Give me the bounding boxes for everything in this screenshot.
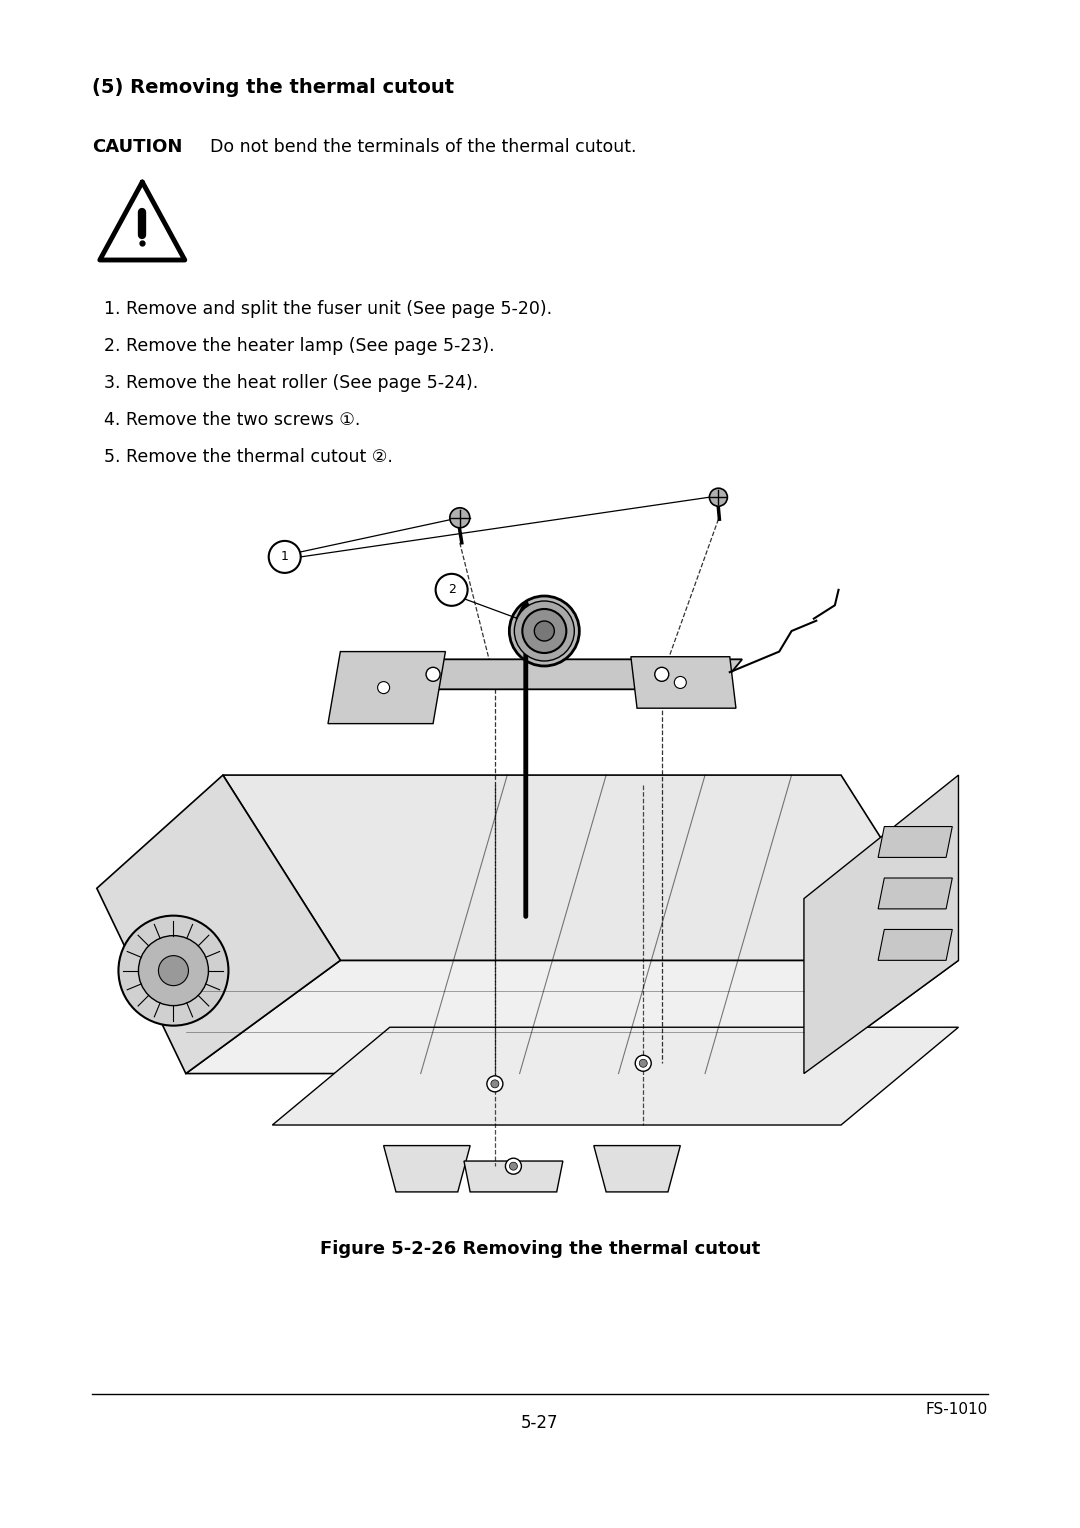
- Circle shape: [639, 1059, 647, 1067]
- Text: 3. Remove the heat roller (See page 5-24).: 3. Remove the heat roller (See page 5-24…: [104, 374, 478, 393]
- Text: 2. Remove the heater lamp (See page 5-23).: 2. Remove the heater lamp (See page 5-23…: [104, 338, 495, 354]
- Circle shape: [654, 668, 669, 681]
- Circle shape: [449, 507, 470, 527]
- Circle shape: [119, 915, 229, 1025]
- Polygon shape: [97, 775, 340, 1074]
- Circle shape: [674, 677, 686, 689]
- Circle shape: [514, 601, 575, 662]
- Circle shape: [378, 681, 390, 694]
- Polygon shape: [631, 657, 735, 707]
- Polygon shape: [272, 1027, 958, 1125]
- Polygon shape: [594, 1146, 680, 1192]
- Polygon shape: [359, 659, 742, 689]
- Polygon shape: [878, 879, 953, 909]
- Polygon shape: [186, 960, 958, 1074]
- Circle shape: [427, 668, 440, 681]
- Text: 1: 1: [281, 550, 288, 564]
- Text: FS-1010: FS-1010: [926, 1401, 988, 1416]
- Polygon shape: [328, 651, 445, 724]
- Text: (5) Removing the thermal cutout: (5) Removing the thermal cutout: [92, 78, 454, 96]
- Polygon shape: [383, 1146, 470, 1192]
- Circle shape: [635, 1056, 651, 1071]
- Polygon shape: [222, 775, 958, 960]
- Circle shape: [510, 596, 579, 666]
- Circle shape: [510, 1163, 517, 1170]
- Text: 2: 2: [448, 584, 456, 596]
- Polygon shape: [804, 775, 958, 1074]
- Circle shape: [505, 1158, 522, 1174]
- Polygon shape: [878, 929, 953, 960]
- Circle shape: [710, 489, 728, 506]
- Circle shape: [535, 620, 554, 642]
- Text: 1. Remove and split the fuser unit (See page 5-20).: 1. Remove and split the fuser unit (See …: [104, 299, 552, 318]
- Circle shape: [159, 955, 188, 986]
- Polygon shape: [878, 827, 953, 857]
- Text: 4. Remove the two screws ①.: 4. Remove the two screws ①.: [104, 411, 360, 429]
- Circle shape: [269, 541, 300, 573]
- Text: Figure 5-2-26 Removing the thermal cutout: Figure 5-2-26 Removing the thermal cutou…: [320, 1241, 760, 1258]
- Text: Do not bend the terminals of the thermal cutout.: Do not bend the terminals of the thermal…: [210, 138, 636, 156]
- Circle shape: [491, 1080, 499, 1088]
- Circle shape: [487, 1076, 503, 1093]
- Circle shape: [435, 575, 468, 605]
- Text: 5. Remove the thermal cutout ②.: 5. Remove the thermal cutout ②.: [104, 448, 393, 466]
- Circle shape: [523, 610, 566, 652]
- Text: CAUTION: CAUTION: [92, 138, 183, 156]
- Circle shape: [138, 935, 208, 1005]
- Text: 5-27: 5-27: [522, 1413, 558, 1432]
- Polygon shape: [464, 1161, 563, 1192]
